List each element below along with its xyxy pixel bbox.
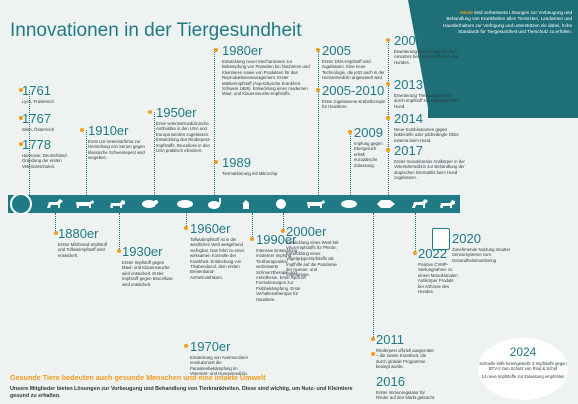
intro-body: sind verbesserte Lösungen zur Vorbeugung… [443, 10, 572, 35]
connector [154, 112, 155, 195]
event-1989: 1989 Tiermarkierung mit Mikrochip [222, 155, 278, 176]
intro-highlight: Heute [460, 10, 473, 15]
event-2014: 2014 Neue Kombinationen gegen bakteriell… [394, 111, 459, 143]
connector [373, 213, 374, 339]
dot-marker [371, 352, 375, 356]
event-2005-2010: 2005-2010 Erste zugelassene Krebstherapi… [322, 83, 386, 110]
event-1778: 1778 Hannover, Deutschland Gründung der … [22, 137, 67, 169]
connector [86, 130, 87, 195]
footer-body: Unsere Mitglieder bieten Lösungen zur Vo… [10, 386, 353, 399]
badge-desc-2: 14 neue Impfstoffe zur Zulassung empfohl… [481, 374, 565, 380]
event-2013: 2013 Erweiterung Therapieoptionen durch … [394, 77, 459, 109]
dot-marker [19, 142, 23, 146]
paw-icon [10, 193, 32, 215]
fish-icon [377, 200, 395, 208]
intro-text: Heute sind verbesserte Lösungen zur Vorb… [440, 10, 572, 36]
dot-marker [413, 251, 417, 255]
event-2011: 2011 Rinderpest offiziell ausgerottet – … [376, 332, 434, 370]
connector [186, 213, 187, 228]
event-1980er: 1980er Entwicklung neuer Mechanismen zur… [222, 43, 310, 97]
dot-marker [117, 249, 121, 253]
dot-marker [250, 237, 254, 241]
dot-marker [316, 48, 320, 52]
badge-desc-1: Schnelle Hilfe bereitgestellt: 3 Impfsto… [479, 361, 567, 372]
event-1910er: 1910er Erste US-Veterinärfirma zur Herst… [88, 123, 145, 161]
page-title: Innovationen in der Tiergesundheit [10, 20, 302, 41]
event-2016: 2016 Erster Immunregulator für Rinder au… [376, 374, 436, 401]
connector [214, 50, 215, 195]
connector [29, 90, 30, 195]
pig-icon [177, 200, 193, 208]
dot-marker [348, 130, 352, 134]
footer-heading: Gesunde Tiere bedeuten auch gesunde Mens… [10, 373, 266, 382]
event-1950er: 1950er Erste veterinärmedizinische Antib… [156, 105, 211, 154]
connector [55, 213, 56, 233]
event-1767: 1767 Wien, Österreich [22, 111, 54, 132]
horse-icon [412, 199, 428, 208]
event-1970er: 1970er Entdeckung von Avermectinen revol… [190, 339, 249, 377]
dot-marker [148, 110, 152, 114]
connector [252, 213, 253, 239]
dot-marker [54, 231, 58, 235]
event-2022: 2022 Positive CVMP-Stellungnahme zu eine… [418, 246, 458, 295]
dot-marker [214, 48, 218, 52]
dog-icon [110, 200, 125, 208]
dot-marker [371, 337, 375, 341]
event-1880er: 1880er Erster Milzbrand-Impfstoff und To… [58, 226, 108, 258]
event-2007: 2007 Erweiterung des therapeutischen Ans… [394, 33, 459, 65]
event-2000er: 2000er Entwicklung eines West-Nil-Virus-… [286, 224, 340, 278]
event-1990er: 1990er Intensive Entwicklung moderner Im… [256, 232, 306, 302]
event-2005: 2005 Erster DNA-Impfstoff wird zugelasse… [322, 43, 385, 81]
badge-year: 2024 [509, 345, 537, 359]
connector [350, 132, 351, 195]
cow-icon [307, 200, 325, 208]
connector [415, 213, 416, 253]
horse-icon [47, 199, 63, 208]
event-2020: 2020 Zunehmende Nutzung smarter Sensorsy… [452, 231, 511, 263]
dot-marker [386, 148, 390, 152]
dot-marker [184, 344, 188, 348]
connector [119, 213, 120, 251]
event-2017: 2017 Erster monoklonaler Antikörper in d… [394, 143, 465, 181]
sheep-icon [142, 200, 158, 208]
dot-marker [80, 128, 84, 132]
dot-marker [184, 226, 188, 230]
dot-marker [386, 116, 390, 120]
tablet-icon [432, 228, 450, 250]
dot-marker [214, 160, 218, 164]
connector [283, 213, 284, 231]
badge-2024: 2024 Schnelle Hilfe bereitgestellt: 3 Im… [478, 338, 568, 400]
chicken-icon [276, 199, 286, 209]
event-1930er: 1930er Erster Impfstoff gegen Maul- und … [122, 244, 173, 287]
timeline-bar [8, 195, 460, 213]
corner-panel [428, 0, 578, 118]
dot-marker [386, 38, 390, 42]
dot-marker [386, 82, 390, 86]
event-1960er: 1960er Tollwutimpfstoff ist in der westl… [190, 221, 245, 280]
pig-icon [341, 200, 357, 208]
dot-marker [19, 88, 23, 92]
dog-icon [440, 200, 455, 208]
corner-panel-edge [408, 0, 430, 118]
rabbit-icon [208, 198, 221, 209]
event-2009: 2009 Impfung gegen Ebergeruch erhält eur… [354, 125, 383, 168]
event-1761: 1761 Lyon, Frankreich [22, 83, 54, 104]
cow-icon [76, 200, 94, 208]
dot-marker [281, 229, 285, 233]
connector [318, 50, 319, 195]
dot-marker [19, 116, 23, 120]
cat-icon [243, 200, 249, 209]
dot-marker [316, 88, 320, 92]
